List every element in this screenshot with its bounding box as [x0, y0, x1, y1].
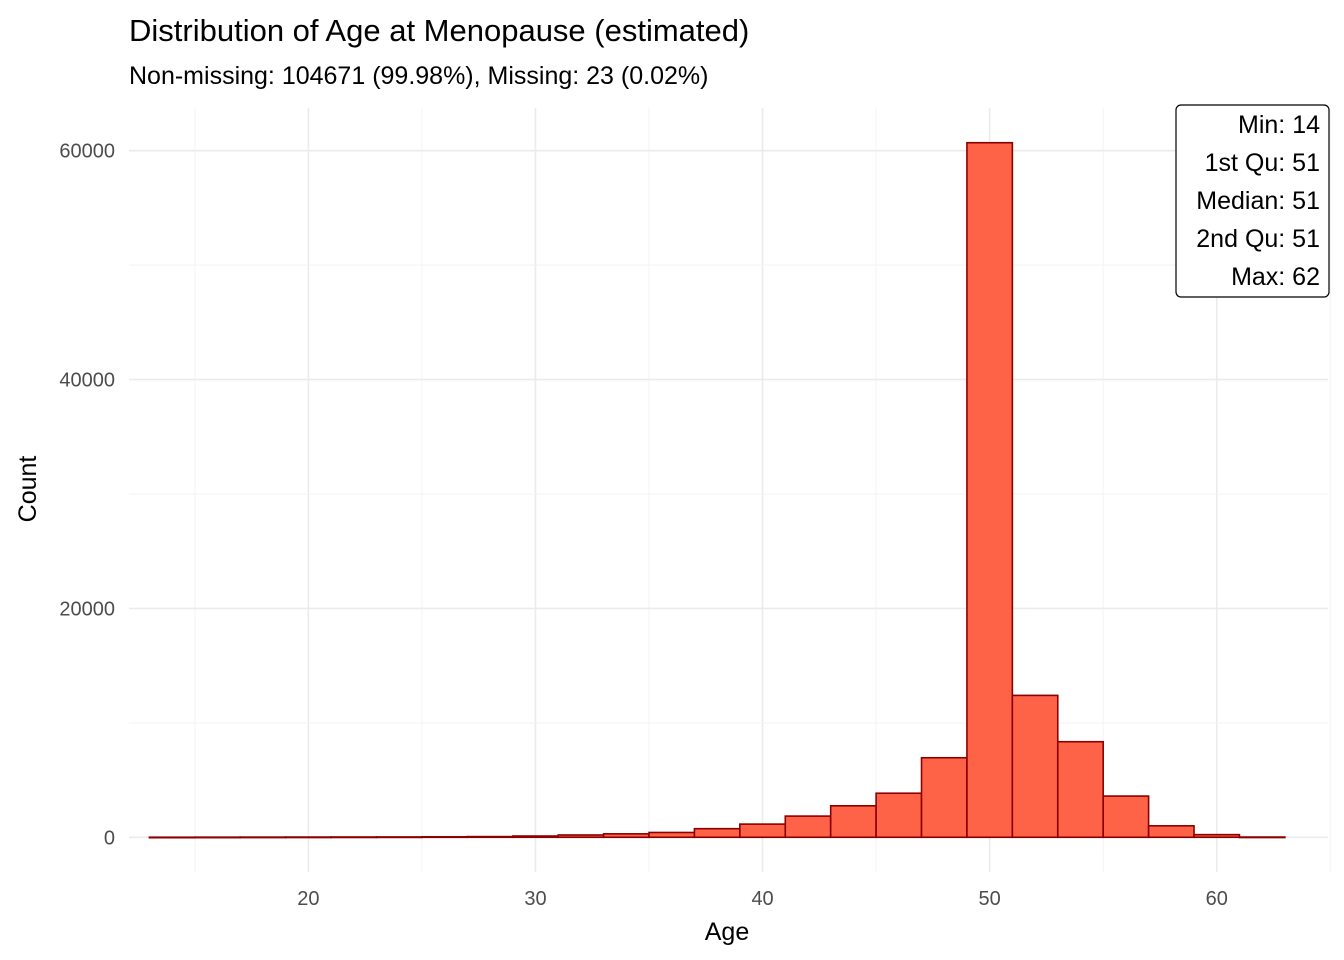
- histogram-bar: [739, 823, 787, 839]
- chart-subtitle: Non-missing: 104671 (99.98%), Missing: 2…: [129, 62, 708, 90]
- stat-line: Min: 14: [1238, 111, 1320, 139]
- histogram-bar: [1102, 795, 1150, 839]
- x-tick-label: 20: [297, 888, 319, 910]
- histogram-bar: [148, 836, 196, 839]
- y-tick-label: 40000: [59, 370, 115, 392]
- histogram-bar: [330, 836, 378, 839]
- histogram-bar: [648, 831, 696, 839]
- stat-line: 2nd Qu: 51: [1196, 225, 1320, 253]
- x-tick-label: 50: [979, 888, 1001, 910]
- bars-group: [148, 141, 1286, 839]
- histogram-bar: [1147, 825, 1195, 839]
- histogram-bar: [466, 835, 514, 839]
- y-axis-ticks: 0 20000 40000 60000: [59, 141, 115, 850]
- chart-title: Distribution of Age at Menopause (estima…: [129, 13, 749, 48]
- grid-lines: [129, 108, 1331, 872]
- histogram-bar: [784, 815, 832, 839]
- histogram-bar: [1238, 836, 1286, 839]
- histogram-bar: [284, 836, 332, 839]
- histogram-bar: [875, 792, 923, 839]
- summary-stats-box: Min: 14 1st Qu: 51 Median: 51 2nd Qu: 51 Max…: [1175, 104, 1330, 298]
- histogram-bar: [920, 756, 968, 839]
- histogram-bar: [239, 836, 287, 839]
- x-tick-label: 30: [524, 888, 546, 910]
- histogram-bar: [511, 835, 559, 839]
- x-axis-ticks: 20 30 40 50 60: [297, 888, 1228, 910]
- y-tick-label: 0: [104, 827, 115, 849]
- stat-line: Max: 62: [1231, 263, 1320, 291]
- x-tick-label: 60: [1206, 888, 1228, 910]
- x-tick-label: 40: [751, 888, 773, 910]
- histogram-bar: [1011, 694, 1059, 839]
- histogram-bar: [602, 833, 650, 839]
- histogram-bar: [557, 834, 605, 839]
- histogram-bar: [375, 836, 423, 839]
- histogram-bar: [693, 827, 741, 839]
- histogram-bar: [1056, 740, 1104, 839]
- stat-line: Median: 51: [1196, 187, 1320, 215]
- histogram-bar: [194, 836, 242, 839]
- stat-line: 1st Qu: 51: [1205, 149, 1320, 177]
- y-axis-title: Count: [14, 456, 42, 523]
- histogram-bar: [421, 836, 469, 839]
- histogram-bar: [1193, 833, 1241, 839]
- y-tick-label: 20000: [59, 598, 115, 620]
- x-axis-title: Age: [705, 918, 749, 946]
- histogram-bar: [829, 805, 877, 839]
- y-tick-label: 60000: [59, 141, 115, 163]
- histogram-bar: [966, 141, 1014, 839]
- stats-box-border: [1175, 104, 1330, 298]
